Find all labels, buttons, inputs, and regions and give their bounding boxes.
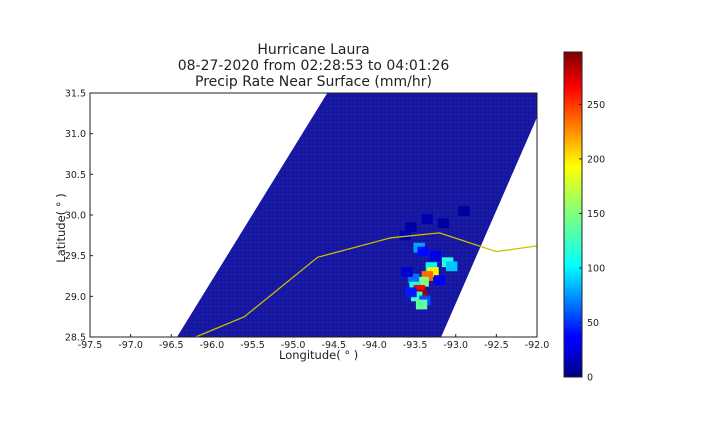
x-tick-label: -96.5 [159, 340, 184, 351]
colorbar-tick-label: 250 [587, 100, 605, 111]
x-tick-label: -94.0 [362, 340, 387, 351]
colorbar-tick-label: 200 [587, 154, 605, 165]
y-tick-label: 29.0 [65, 292, 86, 303]
y-tick-label: 29.5 [65, 251, 86, 262]
precip-cell [421, 214, 433, 224]
x-tick-label: -96.0 [200, 340, 225, 351]
x-tick-label: -93.5 [403, 340, 428, 351]
precip-cell [399, 230, 411, 241]
x-tick-label: -94.5 [322, 340, 347, 351]
colorbar-tick-label: 150 [587, 209, 605, 220]
colorbar-tick-label: 50 [587, 318, 599, 329]
precip-cell [407, 273, 420, 284]
x-tick-label: -92.5 [484, 340, 509, 351]
chart-title: Hurricane Laura [257, 42, 370, 58]
y-tick-label: 28.5 [65, 333, 86, 344]
chart-subtitle-time: 08-27-2020 from 02:28:53 to 04:01:26 [177, 58, 450, 74]
x-tick-label: -95.0 [281, 340, 306, 351]
precip-cell [421, 271, 433, 281]
precip-cell [411, 291, 423, 302]
plot-area: -97.5 -97.0 -96.5 -96.0 -95.5 -95.0 -94.5 -94.0… [65, 89, 549, 352]
precip-cell [429, 250, 442, 261]
clipped-data [177, 93, 537, 337]
precip-cell [437, 218, 450, 229]
storm-track-line [195, 232, 537, 337]
precip-cell [415, 299, 428, 310]
x-tick-label: -97.5 [78, 340, 103, 351]
precip-cell [458, 206, 470, 216]
colorbar-gradient [563, 51, 583, 378]
colorbar-tick-label: 100 [587, 263, 605, 274]
x-tick-label: -93.0 [443, 340, 468, 351]
precip-cell [417, 246, 429, 257]
y-axis-label: Latitude( ° ) [54, 193, 68, 263]
x-tick-label: -97.0 [118, 340, 143, 351]
precip-cell [446, 261, 458, 272]
y-tick-label: 30.0 [65, 211, 86, 222]
swath-background [177, 93, 537, 337]
precip-cell [433, 275, 446, 285]
y-tick-label: 31.5 [65, 89, 86, 100]
precip-cell [417, 276, 429, 287]
colorbar-tick-label: 0 [587, 373, 593, 384]
y-tick-label: 31.0 [65, 129, 86, 140]
y-tick-label: 30.5 [65, 170, 86, 181]
x-tick-label: -95.5 [240, 340, 265, 351]
colorbar: 0 50 100 150 200 250 [563, 51, 605, 384]
precip-cell [401, 267, 413, 277]
chart-subtitle-variable: Precip Rate Near Surface (mm/hr) [195, 74, 432, 90]
x-tick-label: -92.0 [525, 340, 550, 351]
precip-cell [405, 222, 417, 233]
x-axis-label: Longitude( ° ) [279, 348, 359, 362]
precip-cell [405, 287, 417, 298]
